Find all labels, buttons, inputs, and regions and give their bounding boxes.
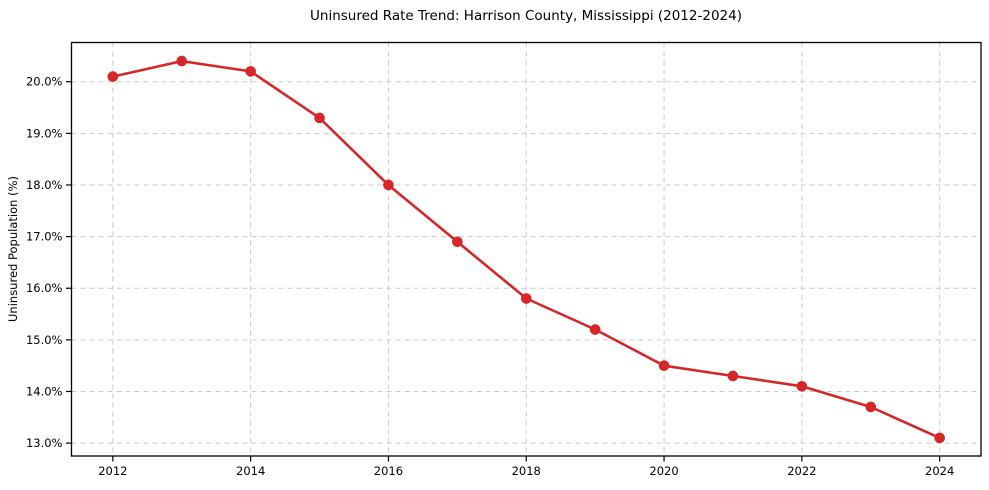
data-point — [245, 66, 256, 77]
data-points — [107, 55, 945, 444]
data-point — [796, 381, 808, 392]
data-point — [589, 324, 601, 335]
plot-border — [70, 41, 982, 457]
svg-text:2012: 2012 — [98, 464, 127, 478]
data-point — [934, 432, 945, 444]
svg-text:2014: 2014 — [236, 464, 265, 478]
svg-text:14.0%: 14.0% — [26, 384, 63, 398]
svg-text:2018: 2018 — [512, 464, 541, 478]
data-point — [383, 179, 394, 191]
svg-text:2020: 2020 — [649, 464, 678, 478]
svg-text:15.0%: 15.0% — [26, 333, 63, 347]
axis-ticks — [66, 81, 941, 462]
data-point — [176, 55, 188, 67]
chart-title: Uninsured Rate Trend: Harrison County, M… — [310, 8, 742, 24]
data-point — [452, 236, 463, 248]
grid-lines — [71, 42, 981, 456]
data-point — [727, 370, 739, 382]
data-point — [865, 401, 877, 413]
data-point — [520, 293, 532, 304]
y-tick-labels: 13.0% 14.0% 15.0% 16.0% 17.0% 18.0% 19.0% 20.0% — [26, 75, 63, 450]
svg-text:20.0%: 20.0% — [26, 75, 63, 89]
svg-text:17.0%: 17.0% — [26, 230, 63, 244]
x-tick-labels: 2012 2014 2016 2018 2020 2022 2024 — [98, 464, 954, 478]
svg-text:19.0%: 19.0% — [26, 126, 63, 140]
data-point — [107, 71, 119, 82]
svg-text:2016: 2016 — [374, 464, 403, 478]
data-point — [314, 112, 325, 124]
svg-text:2024: 2024 — [925, 464, 954, 478]
svg-text:13.0%: 13.0% — [26, 436, 63, 450]
svg-text:16.0%: 16.0% — [26, 281, 63, 295]
svg-text:2022: 2022 — [787, 464, 816, 478]
svg-text:18.0%: 18.0% — [26, 178, 63, 192]
data-point — [658, 360, 670, 371]
